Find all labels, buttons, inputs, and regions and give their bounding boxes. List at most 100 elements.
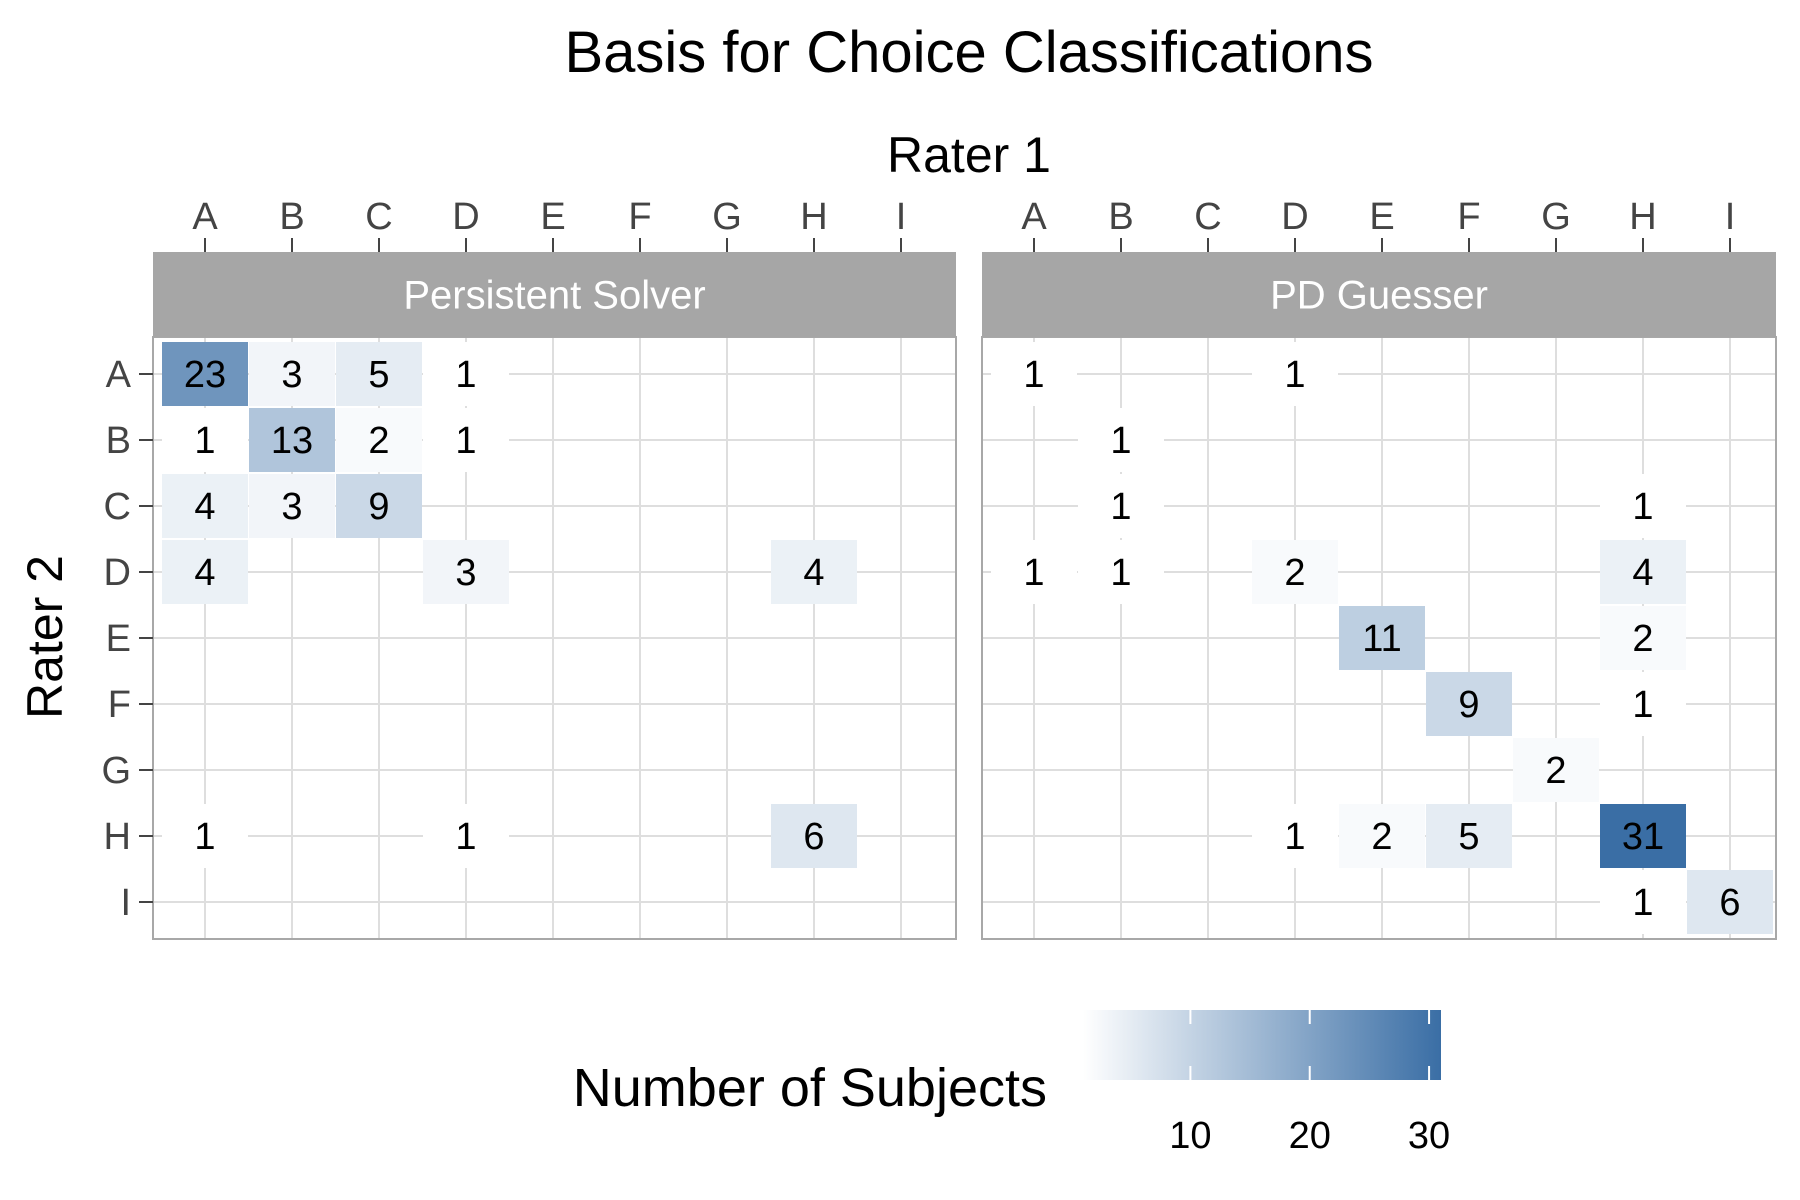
heatmap-cell xyxy=(1600,804,1686,868)
y-tick-label: F xyxy=(108,684,131,726)
cell-value-label: 1 xyxy=(1023,354,1044,396)
cell-value-label: 4 xyxy=(1632,552,1653,594)
heatmap-cell xyxy=(1513,738,1599,802)
x-tick-label: C xyxy=(365,196,392,238)
heatmap-cell xyxy=(336,342,422,406)
x-tick-label: B xyxy=(279,196,304,238)
heatmap-cell xyxy=(1426,804,1512,868)
cell-value-label: 9 xyxy=(1458,684,1479,726)
y-tick-label: H xyxy=(104,816,131,858)
cell-value-label: 6 xyxy=(803,816,824,858)
heatmap-cell xyxy=(1078,540,1164,604)
y-tick-label: I xyxy=(120,882,131,924)
y-tick-label: G xyxy=(101,750,131,792)
y-tick-label: D xyxy=(104,552,131,594)
heatmap-cell xyxy=(162,342,248,406)
x-tick-label: I xyxy=(896,196,907,238)
chart-title: Basis for Choice Classifications xyxy=(564,20,1373,85)
x-tick-label: D xyxy=(452,196,479,238)
heatmap-cell xyxy=(423,804,509,868)
x-tick-label: A xyxy=(1021,196,1047,238)
cell-value-label: 31 xyxy=(1622,816,1664,858)
cell-value-label: 1 xyxy=(1110,420,1131,462)
y-tick-label: E xyxy=(106,618,131,660)
cell-value-label: 2 xyxy=(1371,816,1392,858)
x-tick-label: G xyxy=(712,196,742,238)
cell-value-label: 3 xyxy=(281,354,302,396)
y-tick-label: B xyxy=(106,420,131,462)
cell-value-label: 1 xyxy=(455,354,476,396)
cell-value-label: 5 xyxy=(368,354,389,396)
cell-value-label: 1 xyxy=(1632,684,1653,726)
heatmap-cell xyxy=(1687,870,1773,934)
legend-tick-label: 30 xyxy=(1408,1115,1450,1157)
x-axis-title: Rater 1 xyxy=(887,127,1051,183)
heatmap-cell xyxy=(991,540,1077,604)
cell-value-label: 2 xyxy=(1632,618,1653,660)
facet-strip-label: Persistent Solver xyxy=(403,274,705,318)
heatmap-cell xyxy=(336,474,422,538)
heatmap-cell xyxy=(1426,672,1512,736)
heatmap-cell xyxy=(336,408,422,472)
heatmap-cell xyxy=(1252,804,1338,868)
cell-value-label: 3 xyxy=(281,486,302,528)
x-tick-label: F xyxy=(628,196,651,238)
cell-value-label: 1 xyxy=(455,420,476,462)
cell-value-label: 3 xyxy=(455,552,476,594)
x-tick-label: H xyxy=(800,196,827,238)
cell-value-label: 4 xyxy=(194,486,215,528)
x-tick-label: C xyxy=(1194,196,1221,238)
heatmap-cell xyxy=(249,408,335,472)
x-tick-label: A xyxy=(192,196,218,238)
heatmap-cell xyxy=(423,342,509,406)
cell-value-label: 1 xyxy=(1023,552,1044,594)
legend-tick-label: 20 xyxy=(1289,1115,1331,1157)
heatmap-cell xyxy=(1252,540,1338,604)
cell-value-label: 13 xyxy=(271,420,313,462)
heatmap-cell xyxy=(1339,606,1425,670)
cell-value-label: 5 xyxy=(1458,816,1479,858)
cell-value-label: 6 xyxy=(1719,882,1740,924)
heatmap-cell xyxy=(1600,870,1686,934)
cell-value-label: 1 xyxy=(194,420,215,462)
heatmap-cell xyxy=(1078,408,1164,472)
x-tick-label: H xyxy=(1629,196,1656,238)
x-tick-label: D xyxy=(1281,196,1308,238)
cell-value-label: 1 xyxy=(1284,354,1305,396)
heatmap-cell xyxy=(249,474,335,538)
x-tick-label: E xyxy=(540,196,565,238)
heatmap-cell xyxy=(1600,540,1686,604)
facet-strip xyxy=(153,252,956,337)
x-tick-label: G xyxy=(1541,196,1571,238)
heatmap-cell xyxy=(771,540,857,604)
cell-value-label: 1 xyxy=(1632,486,1653,528)
heatmap-cell xyxy=(423,408,509,472)
heatmap-cell xyxy=(1600,606,1686,670)
x-tick-label: B xyxy=(1108,196,1133,238)
facet-strip-label: PD Guesser xyxy=(1270,274,1488,318)
legend-title: Number of Subjects xyxy=(573,1058,1047,1118)
cell-value-label: 23 xyxy=(184,354,226,396)
heatmap-cell xyxy=(1339,804,1425,868)
cell-value-label: 1 xyxy=(1284,816,1305,858)
cell-value-label: 2 xyxy=(368,420,389,462)
x-tick-label: I xyxy=(1725,196,1736,238)
heatmap-cell xyxy=(423,540,509,604)
cell-value-label: 1 xyxy=(1110,486,1131,528)
heatmap-cell xyxy=(162,474,248,538)
heatmap-cell xyxy=(162,408,248,472)
cell-value-label: 11 xyxy=(1362,618,1401,660)
heatmap-cell xyxy=(1600,672,1686,736)
heatmap-cell xyxy=(249,342,335,406)
y-tick-label: A xyxy=(106,354,132,396)
legend-colorbar xyxy=(1083,1010,1441,1080)
legend: Number of Subjects 10 20 30 xyxy=(573,1010,1450,1157)
legend-tick-label: 10 xyxy=(1169,1115,1211,1157)
cell-value-label: 2 xyxy=(1284,552,1305,594)
heatmap-cell xyxy=(1600,474,1686,538)
facet-strip xyxy=(982,252,1776,337)
y-tick-label: C xyxy=(104,486,131,528)
